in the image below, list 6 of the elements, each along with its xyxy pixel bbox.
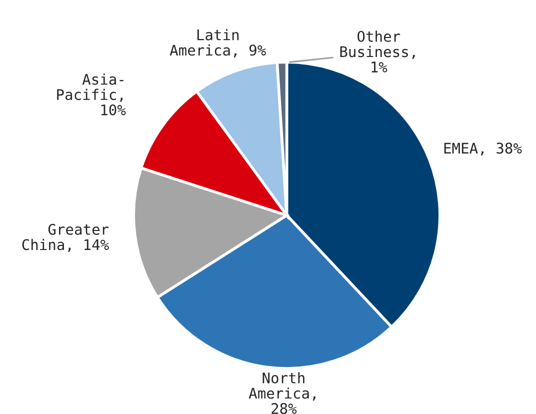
slice-label: EMEA, 38% <box>444 142 522 156</box>
slice-label: North America, 28% <box>248 372 316 414</box>
slice-label: Asia-Pacific, 10% <box>57 74 126 116</box>
slice-label: Greater China, 14% <box>22 224 109 252</box>
slice-label: Other Business, 1% <box>340 30 415 72</box>
slice-label: Latin America, 9% <box>170 29 266 58</box>
